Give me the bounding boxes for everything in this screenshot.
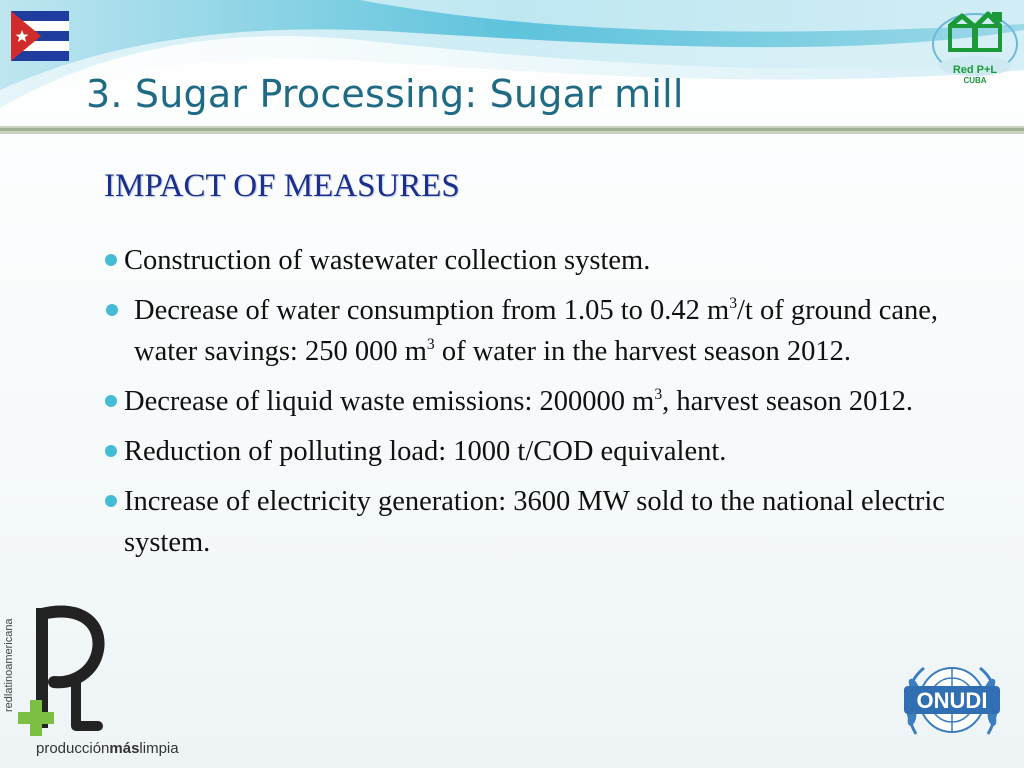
bullet-text: Increase of electricity generation: 3600… — [124, 486, 945, 558]
bullet-text: Decrease of water consumption from 1.05 … — [134, 295, 730, 326]
slide-title: 3. Sugar Processing: Sugar mill — [86, 72, 684, 116]
bullet-list: Construction of wastewater collection sy… — [104, 240, 984, 572]
cuba-flag-icon — [11, 11, 69, 61]
bullet-text: Reduction of polluting load: 1000 t/COD … — [124, 436, 727, 467]
bullet-item: Decrease of water consumption from 1.05 … — [104, 290, 984, 372]
bullet-dot-icon — [105, 445, 117, 457]
bullet-text: /t of ground cane, water savings: 250 00… — [134, 295, 939, 367]
bullet-text: , harvest season 2012. — [662, 386, 914, 417]
bullet-dot-icon — [105, 254, 117, 266]
plus-logo-caption: producciónmáslimpia — [36, 740, 179, 757]
bullet-dot-icon — [106, 304, 118, 316]
bullet-text: of water in the harvest season 2012. — [434, 336, 852, 367]
bullet-item: Construction of wastewater collection sy… — [104, 240, 984, 281]
superscript: 3 — [426, 336, 435, 354]
onudi-name: ONUDI — [917, 688, 988, 713]
bullet-item: Decrease of liquid waste emissions: 2000… — [104, 381, 984, 422]
bullet-dot-icon — [105, 395, 117, 407]
plus-logo-vertical-text: redlatinoamericana — [3, 618, 15, 712]
bullet-item: Reduction of polluting load: 1000 t/COD … — [104, 431, 984, 472]
header-swoosh — [0, 0, 1024, 134]
section-heading: IMPACT OF MEASURES — [104, 168, 460, 204]
superscript: 3 — [654, 386, 663, 404]
redpl-country: CUBA — [963, 76, 986, 85]
bullet-text: Construction of wastewater collection sy… — [124, 245, 651, 276]
red-pl-cuba-logo: Red P+L CUBA — [930, 4, 1020, 90]
superscript: 3 — [729, 295, 738, 313]
onudi-logo: ONUDI — [904, 666, 1000, 735]
redpl-name: Red P+L — [953, 64, 998, 76]
bullet-item: Increase of electricity generation: 3600… — [104, 481, 984, 563]
bullet-text: Decrease of liquid waste emissions: 2000… — [124, 386, 655, 417]
produccion-mas-limpia-logo — [18, 605, 105, 736]
bullet-dot-icon — [105, 495, 117, 507]
